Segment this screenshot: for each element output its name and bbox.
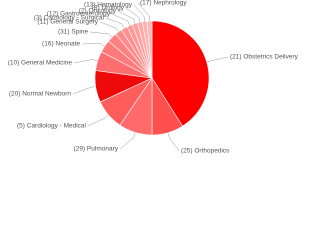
leader-line	[89, 31, 113, 38]
slice-label: (25) Orthopedics	[181, 148, 230, 155]
leader-line	[81, 43, 105, 47]
slice-label: (2) Oncology	[79, 8, 117, 15]
slice-label: (17) Nephrology	[140, 0, 187, 7]
slice-label: (16) Neonate	[42, 41, 80, 48]
slice-label: (20) Normal Newborn	[9, 91, 72, 98]
slice-label: (13) Hematology	[84, 2, 133, 9]
leader-line	[111, 13, 130, 26]
slice-label: (3) Cardiology - Surgical	[34, 15, 105, 22]
leader-line	[117, 10, 136, 24]
slice-label: (5) Cardiology - Medical	[17, 123, 87, 130]
leader-line	[125, 7, 141, 23]
slice-label: (10) General Medicine	[8, 60, 73, 67]
leader-line	[137, 2, 150, 22]
slice-label: (29) Pulmonary	[74, 146, 119, 153]
leader-line	[87, 114, 109, 127]
leader-line	[105, 17, 125, 29]
leader-line	[72, 86, 96, 95]
slice-label: (12) Gastroenterology	[47, 11, 111, 18]
leader-line	[119, 132, 136, 150]
leader-line	[206, 56, 229, 63]
slice-label: (8) Urology	[92, 5, 125, 12]
leader-line	[73, 59, 98, 64]
chart: (21) Obstetrics Delivery (25) Orthopedics…	[8, 0, 299, 155]
leader-line	[167, 132, 180, 152]
slice-label: (31) Spine	[58, 29, 88, 36]
leader-line	[133, 4, 145, 22]
leader-line	[99, 21, 119, 33]
slice-label: (21) Obstetrics Delivery	[230, 54, 299, 61]
slice-label: (11) General Surgery	[37, 19, 98, 26]
